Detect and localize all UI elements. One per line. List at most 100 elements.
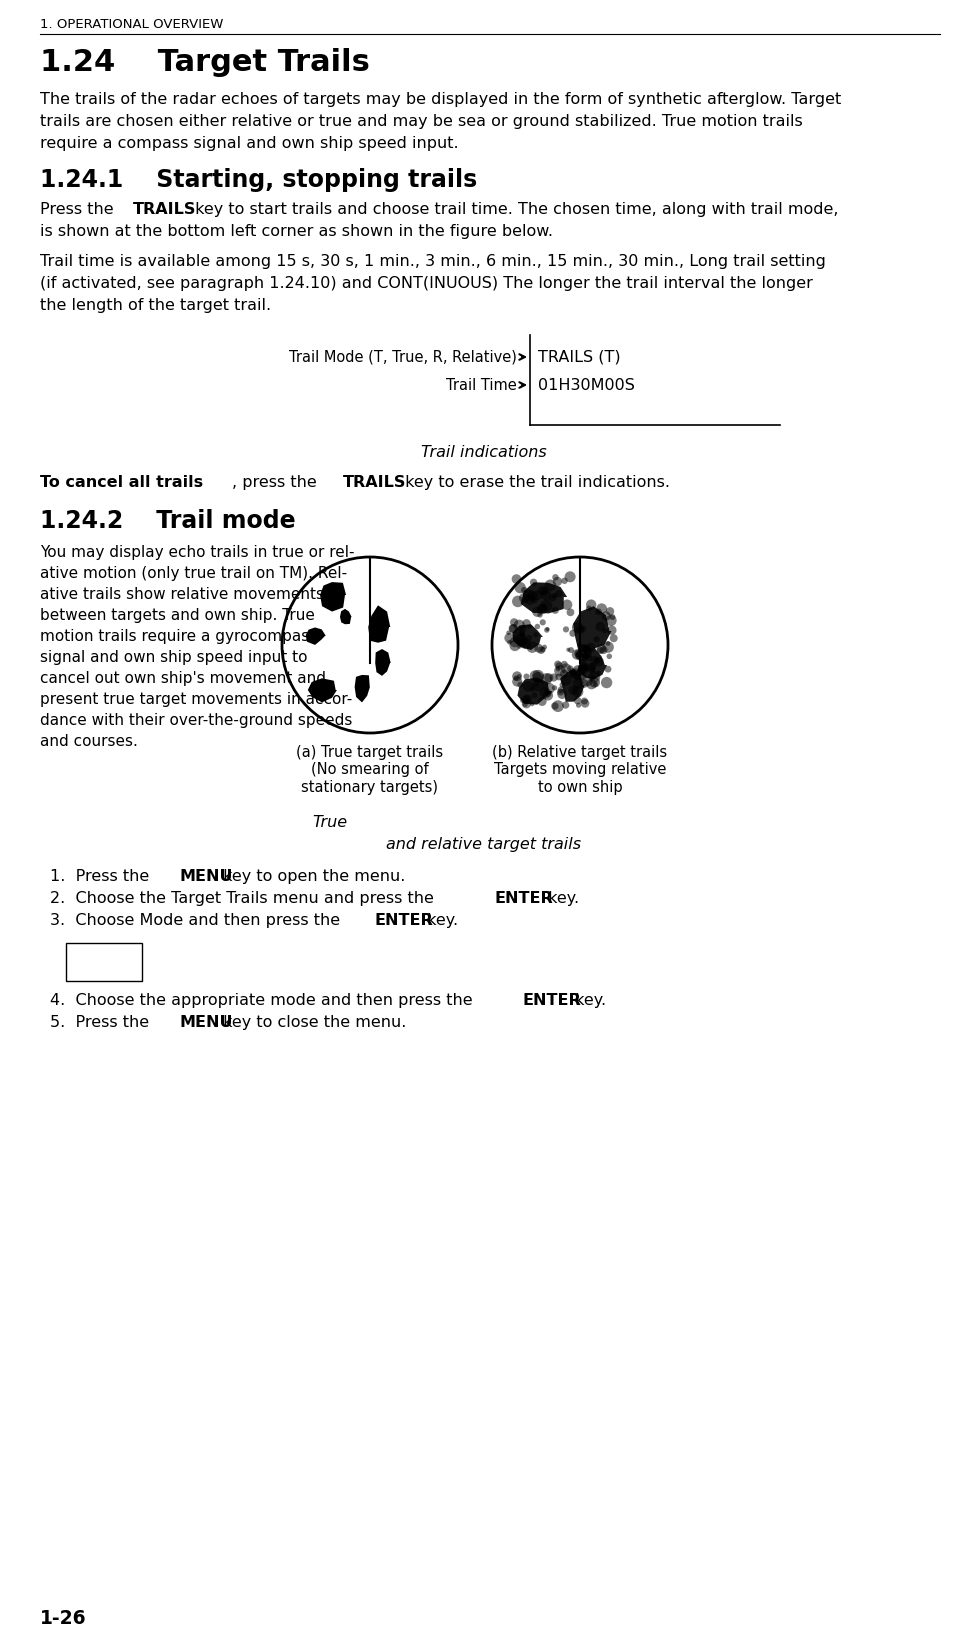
Circle shape — [603, 628, 608, 634]
Circle shape — [534, 683, 539, 687]
Text: 01H30M00S: 01H30M00S — [538, 377, 635, 392]
Text: MENU: MENU — [179, 869, 234, 883]
Circle shape — [545, 628, 549, 633]
Circle shape — [562, 701, 570, 708]
Text: 1.24.2    Trail mode: 1.24.2 Trail mode — [40, 510, 296, 533]
Polygon shape — [320, 582, 346, 611]
Circle shape — [588, 672, 600, 683]
Circle shape — [515, 582, 526, 593]
Circle shape — [561, 577, 568, 583]
Text: MENU: MENU — [179, 1015, 234, 1029]
Text: between targets and own ship. True: between targets and own ship. True — [40, 608, 315, 623]
Circle shape — [594, 657, 604, 667]
Circle shape — [606, 606, 614, 616]
Circle shape — [594, 636, 600, 642]
Text: and courses.: and courses. — [40, 734, 138, 749]
Text: present true target movements in accor-: present true target movements in accor- — [40, 692, 353, 706]
Circle shape — [568, 647, 574, 652]
Text: 4.  Choose the appropriate mode and then press the: 4. Choose the appropriate mode and then … — [50, 993, 478, 1008]
Circle shape — [541, 600, 552, 611]
Circle shape — [532, 670, 544, 682]
Circle shape — [560, 674, 572, 685]
Circle shape — [570, 629, 577, 638]
Circle shape — [546, 628, 549, 631]
Circle shape — [595, 608, 602, 615]
Text: 3.  Choose Mode and then press the: 3. Choose Mode and then press the — [50, 913, 345, 928]
Circle shape — [522, 620, 531, 628]
Text: TRAILS: TRAILS — [343, 475, 406, 490]
Circle shape — [537, 603, 547, 615]
Circle shape — [585, 642, 596, 652]
Circle shape — [559, 682, 565, 688]
Circle shape — [567, 608, 575, 616]
Circle shape — [512, 574, 521, 583]
Circle shape — [522, 700, 531, 708]
Circle shape — [601, 677, 612, 688]
Circle shape — [580, 698, 588, 705]
Circle shape — [602, 611, 610, 621]
Circle shape — [514, 620, 525, 631]
Circle shape — [555, 667, 561, 672]
Circle shape — [578, 642, 581, 647]
Circle shape — [546, 690, 551, 697]
Circle shape — [593, 682, 598, 687]
Circle shape — [576, 703, 581, 708]
Circle shape — [530, 670, 541, 682]
Circle shape — [580, 626, 586, 631]
Circle shape — [552, 685, 557, 690]
Circle shape — [539, 603, 547, 611]
Circle shape — [561, 661, 568, 667]
Text: key.: key. — [543, 892, 578, 906]
Circle shape — [606, 615, 616, 626]
Text: Trail Mode (T, True, R, Relative): Trail Mode (T, True, R, Relative) — [289, 349, 517, 364]
Text: 2.  Choose the Target Trails menu and press the: 2. Choose the Target Trails menu and pre… — [50, 892, 439, 906]
Circle shape — [530, 701, 534, 706]
Text: TRAILS: TRAILS — [133, 202, 196, 216]
Circle shape — [561, 664, 571, 674]
Circle shape — [566, 647, 571, 652]
Circle shape — [590, 675, 595, 680]
Circle shape — [530, 687, 535, 692]
Circle shape — [527, 590, 538, 602]
Circle shape — [510, 641, 520, 651]
Text: True: True — [312, 815, 348, 829]
Circle shape — [583, 646, 591, 652]
Polygon shape — [340, 608, 352, 624]
Text: motion trails require a gyrocompass: motion trails require a gyrocompass — [40, 629, 317, 644]
Circle shape — [582, 675, 593, 687]
Circle shape — [523, 680, 534, 692]
Circle shape — [577, 626, 584, 634]
Text: Trail time is available among 15 s, 30 s, 1 min., 3 min., 6 min., 15 min., 30 mi: Trail time is available among 15 s, 30 s… — [40, 254, 826, 269]
Circle shape — [603, 641, 614, 652]
Circle shape — [521, 695, 530, 703]
Circle shape — [541, 590, 551, 600]
Circle shape — [514, 631, 525, 642]
Text: The trails of the radar echoes of targets may be displayed in the form of synthe: The trails of the radar echoes of target… — [40, 92, 841, 107]
Circle shape — [513, 677, 522, 687]
Circle shape — [504, 633, 515, 642]
Circle shape — [510, 638, 520, 647]
Circle shape — [519, 593, 529, 603]
Circle shape — [544, 683, 555, 693]
Circle shape — [541, 674, 552, 685]
Text: TRAILS (T): TRAILS (T) — [538, 349, 620, 364]
Text: 1.24.1    Starting, stopping trails: 1.24.1 Starting, stopping trails — [40, 169, 478, 192]
Circle shape — [538, 697, 547, 706]
Text: 1.  Press the: 1. Press the — [50, 869, 154, 883]
Circle shape — [579, 679, 588, 688]
Circle shape — [596, 603, 607, 615]
Circle shape — [533, 633, 539, 638]
Circle shape — [610, 615, 615, 620]
Circle shape — [549, 595, 556, 602]
Text: require a compass signal and own ship speed input.: require a compass signal and own ship sp… — [40, 136, 458, 151]
Circle shape — [579, 644, 590, 656]
Circle shape — [519, 631, 525, 638]
Text: (if activated, see paragraph 1.24.10) and CONT(INUOUS) The longer the trail inte: (if activated, see paragraph 1.24.10) an… — [40, 275, 813, 292]
Circle shape — [538, 585, 547, 595]
Circle shape — [579, 665, 585, 670]
Circle shape — [525, 634, 532, 641]
Circle shape — [581, 647, 592, 659]
Circle shape — [610, 634, 617, 642]
Circle shape — [545, 580, 556, 592]
Circle shape — [560, 670, 568, 679]
